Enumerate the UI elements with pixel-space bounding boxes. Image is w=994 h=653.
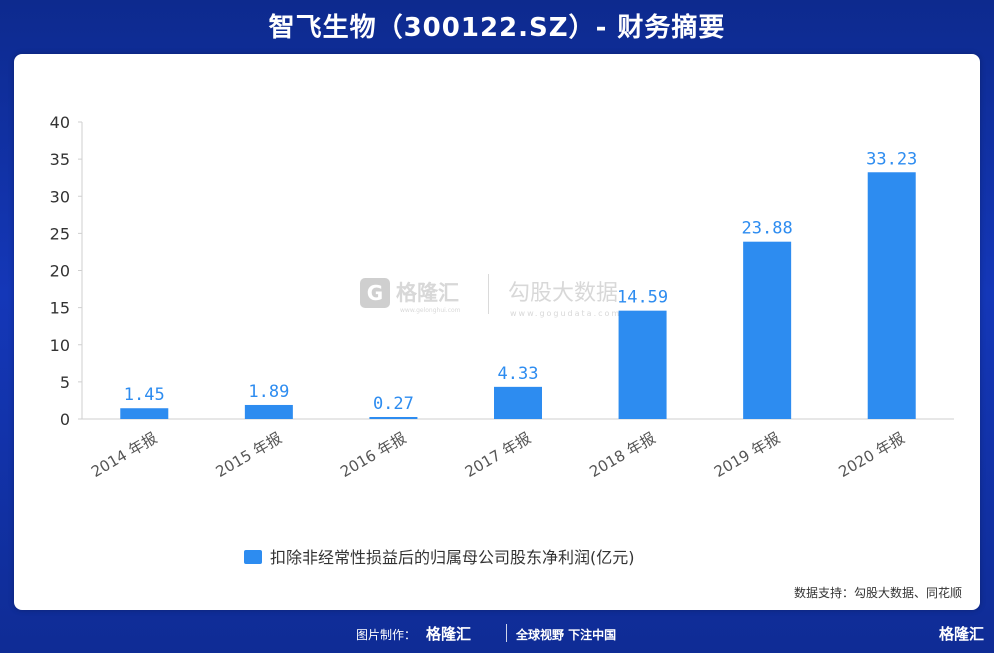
watermark-data-brand: 勾股大数据 xyxy=(508,281,618,306)
watermark-logo-glyph: G xyxy=(367,281,383,305)
legend-swatch xyxy=(244,550,262,564)
footer-slogan: 全球视野 下注中国 xyxy=(516,628,617,642)
x-tick-labels: 2014 年报 2015 年报 2016 年报 2017 年报 2018 年报 2019 … xyxy=(88,429,908,481)
y-tick-label: 35 xyxy=(50,150,70,169)
watermark: G 格隆汇 www.gelonghui.com 勾股大数据 www.goguda… xyxy=(360,274,621,318)
footer-divider xyxy=(506,624,507,642)
y-tick-label: 30 xyxy=(50,187,70,206)
bar xyxy=(494,386,542,419)
bar xyxy=(867,172,916,419)
y-tick-label: 0 xyxy=(60,410,70,429)
data-label: 0.27 xyxy=(373,394,414,414)
data-source: 数据支持：勾股大数据、同花顺 xyxy=(793,586,962,600)
watermark-divider xyxy=(488,274,489,314)
y-tick-label: 25 xyxy=(50,224,70,243)
y-tick-label: 40 xyxy=(50,113,70,132)
legend-label: 扣除非经常性损益后的归属母公司股东净利润(亿元) xyxy=(270,548,635,567)
page-title: 智飞生物（300122.SZ）- 财务摘要 xyxy=(268,13,726,43)
bars xyxy=(120,172,916,419)
bar xyxy=(743,241,792,419)
y-tick-label: 5 xyxy=(60,373,70,392)
data-label: 14.59 xyxy=(617,288,668,308)
bar xyxy=(120,408,169,419)
data-label: 4.33 xyxy=(498,364,539,384)
x-tick-label: 2020 年报 xyxy=(836,429,908,481)
bar xyxy=(618,310,667,419)
chart-axes: 0 5 10 15 20 25 30 35 40 xyxy=(50,113,954,429)
watermark-data-url: www.gogudata.com xyxy=(510,309,621,318)
y-tick-label: 15 xyxy=(50,299,70,318)
y-tick-label: 10 xyxy=(50,336,70,355)
watermark-brand: 格隆汇 xyxy=(396,281,459,305)
data-label: 1.45 xyxy=(124,385,165,405)
data-label: 33.23 xyxy=(866,149,917,169)
data-label: 23.88 xyxy=(742,219,793,239)
y-tick-label: 20 xyxy=(50,262,70,281)
legend: 扣除非经常性损益后的归属母公司股东净利润(亿元) xyxy=(244,548,635,567)
x-tick-label: 2015 年报 xyxy=(213,429,285,481)
x-tick-label: 2018 年报 xyxy=(586,429,658,481)
footer-logo: 格隆汇 xyxy=(426,625,472,643)
bar xyxy=(369,416,418,419)
watermark-brand-url: www.gelonghui.com xyxy=(400,307,461,314)
x-tick-label: 2017 年报 xyxy=(462,429,534,481)
x-tick-label: 2019 年报 xyxy=(711,429,783,481)
value-labels: 1.45 1.89 0.27 4.33 14.59 23.88 33.23 xyxy=(124,149,917,414)
footer: 图片制作： 格隆汇 全球视野 下注中国 格隆汇 xyxy=(0,619,994,653)
watermark-logo-icon xyxy=(360,278,390,308)
bar xyxy=(244,404,293,419)
footer-made-by: 图片制作： xyxy=(356,628,417,642)
x-tick-label: 2016 年报 xyxy=(337,429,409,481)
x-tick-label: 2014 年报 xyxy=(88,429,160,481)
corner-logo: 格隆汇 xyxy=(938,625,984,643)
data-label: 1.89 xyxy=(248,382,289,402)
bar-chart: 0 5 10 15 20 25 30 35 40 G 格隆汇 www.gelonghui.com… xyxy=(50,113,954,567)
chart-card: 0 5 10 15 20 25 30 35 40 G 格隆汇 www.gelonghui.com… xyxy=(14,54,980,610)
